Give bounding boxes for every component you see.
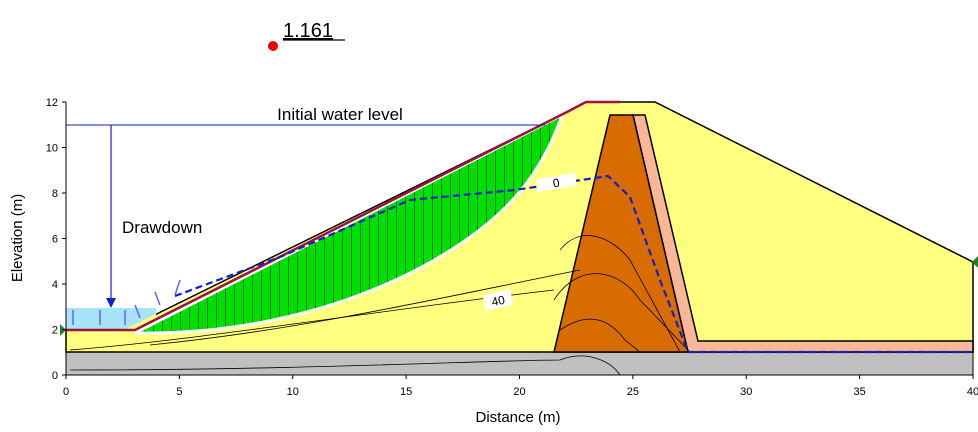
water-load-arrows: [72, 279, 181, 325]
phreatic-line: [174, 174, 973, 354]
label-bg: [255, 106, 425, 123]
x-tick-label: 40: [967, 386, 978, 398]
contour-label-bg: [535, 172, 577, 193]
y-tick-label: 4: [52, 279, 58, 291]
x-tick-label: 35: [854, 386, 866, 398]
contour-label: 40: [490, 293, 506, 310]
y-tick-label: 2: [52, 325, 58, 337]
ground-surface: [66, 100, 620, 332]
factor-of-safety: 1.161: [283, 20, 333, 42]
y-tick-label: 12: [46, 97, 58, 109]
contour-label-bg: [482, 289, 514, 311]
y-tick-label: 0: [52, 370, 58, 382]
annotation: Initial water level: [277, 105, 403, 124]
boundary-marker: [972, 256, 978, 268]
core: [553, 114, 689, 353]
x-axis-label: Distance (m): [475, 409, 560, 426]
x-tick-label: 10: [287, 386, 299, 398]
slip-center: [268, 41, 278, 51]
x-tick-label: 5: [176, 386, 182, 398]
x-tick-label: 25: [627, 386, 639, 398]
x-tick-label: 20: [513, 386, 525, 398]
foundation: [65, 351, 974, 376]
y-tick-label: 6: [52, 234, 58, 246]
y-axis-label: Elevation (m): [9, 194, 26, 282]
x-tick-label: 15: [400, 386, 412, 398]
contour-label: 0: [552, 175, 561, 190]
contours: [69, 235, 691, 376]
y-tick-label: 10: [46, 143, 58, 155]
reservoir: [66, 308, 156, 330]
y-tick-label: 8: [52, 188, 58, 200]
x-tick-label: 0: [63, 386, 69, 398]
x-tick-label: 30: [740, 386, 752, 398]
drawdown-arrowhead: [106, 298, 116, 308]
annotation: Drawdown: [122, 218, 202, 237]
